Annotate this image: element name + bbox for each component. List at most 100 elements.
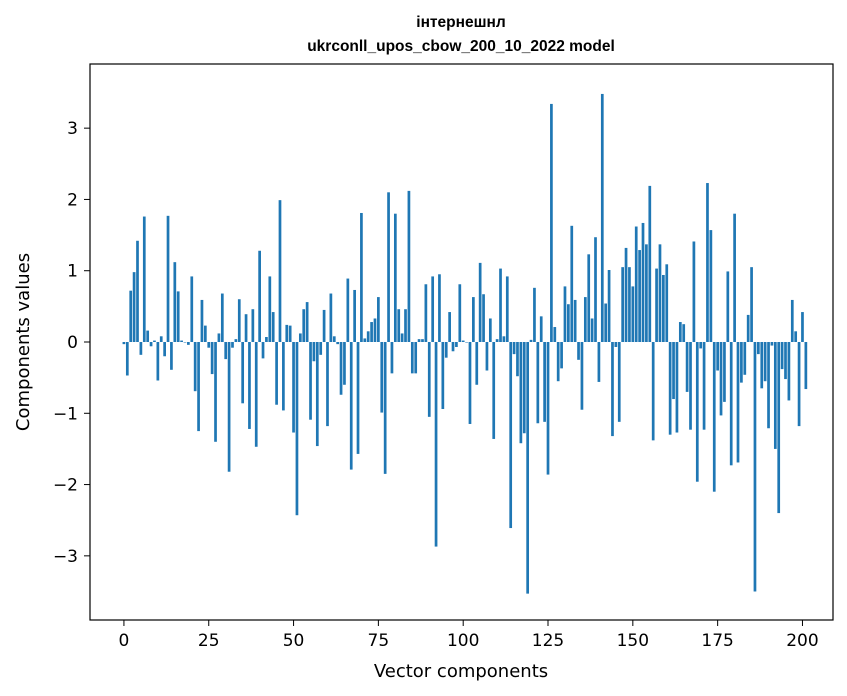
bar	[349, 342, 353, 470]
bar	[312, 342, 316, 362]
bar	[617, 342, 621, 422]
bar	[634, 226, 638, 342]
bar	[790, 299, 794, 342]
bar	[237, 299, 241, 342]
bar	[624, 247, 628, 342]
bar	[611, 342, 614, 437]
bar	[438, 274, 441, 342]
bar	[241, 342, 245, 404]
bar	[468, 342, 472, 424]
bar	[455, 342, 458, 347]
bar	[309, 342, 312, 420]
bar	[550, 103, 553, 342]
bar	[183, 342, 187, 343]
bar	[244, 314, 248, 342]
bar	[702, 342, 706, 430]
bar	[641, 222, 645, 342]
bar	[682, 324, 686, 342]
y-axis-ticks: −3 −2 −1 0 1 2 3	[53, 119, 90, 567]
bar	[645, 244, 648, 342]
bar	[383, 342, 387, 474]
bar	[377, 297, 380, 342]
bar	[234, 339, 238, 342]
bar	[319, 342, 323, 355]
bar	[614, 342, 618, 347]
bar	[597, 342, 601, 382]
bar	[570, 225, 574, 342]
bar	[505, 276, 509, 342]
bar	[567, 304, 570, 342]
bar	[254, 342, 258, 447]
bar	[258, 250, 261, 342]
bar	[587, 254, 591, 342]
bar	[763, 342, 767, 382]
bar	[712, 342, 716, 492]
bar	[451, 342, 455, 352]
bar	[743, 342, 747, 375]
y-tick-label: −3	[53, 547, 78, 567]
bar	[746, 314, 750, 342]
bar	[326, 342, 329, 427]
x-axis-ticks: 0 25 50 75 100 125 150 175 200	[119, 620, 819, 651]
bar	[655, 268, 658, 342]
bar	[288, 325, 292, 342]
bar	[193, 342, 197, 392]
bar	[393, 213, 397, 342]
bar	[220, 293, 224, 342]
bar	[200, 299, 204, 342]
bar	[251, 309, 255, 342]
bar	[295, 342, 299, 516]
bar	[414, 342, 418, 374]
bar	[271, 312, 275, 342]
bar	[268, 276, 272, 342]
bar	[404, 309, 407, 342]
bar	[519, 342, 523, 444]
x-tick-label: 150	[617, 631, 649, 651]
bar	[465, 342, 468, 343]
bar	[265, 337, 268, 342]
bar	[170, 342, 173, 370]
bar	[563, 286, 567, 342]
bar	[631, 286, 635, 342]
y-tick-label: −1	[53, 404, 78, 424]
y-tick-label: 1	[67, 262, 78, 282]
bar	[804, 342, 808, 390]
bar	[353, 289, 356, 342]
bar	[733, 213, 736, 342]
bar	[488, 318, 492, 342]
bar	[156, 342, 160, 381]
bar	[400, 333, 404, 342]
bar	[648, 185, 652, 342]
bar	[336, 342, 340, 345]
bar	[482, 294, 485, 342]
bar	[132, 272, 136, 342]
bar	[417, 339, 421, 342]
bar	[397, 309, 401, 342]
bar	[203, 325, 207, 342]
bar	[607, 270, 611, 342]
x-tick-label: 25	[198, 631, 220, 651]
bar	[278, 200, 282, 342]
bar	[421, 339, 424, 342]
bar	[302, 309, 306, 342]
bar	[410, 342, 414, 374]
bar	[577, 342, 580, 360]
bar	[502, 336, 506, 342]
bar	[699, 342, 703, 349]
bar	[448, 312, 451, 342]
bar	[142, 216, 146, 342]
bar	[560, 342, 563, 369]
x-tick-label: 100	[447, 631, 479, 651]
x-tick-label: 200	[786, 631, 818, 651]
bar	[546, 342, 550, 475]
x-tick-label: 125	[532, 631, 564, 651]
bar	[159, 336, 163, 342]
bar	[153, 340, 156, 342]
bar	[129, 290, 133, 342]
bar	[434, 342, 438, 547]
bar	[668, 342, 672, 435]
bar	[695, 342, 699, 482]
x-tick-label: 50	[283, 631, 305, 651]
bar	[723, 342, 726, 402]
bar	[594, 237, 597, 342]
